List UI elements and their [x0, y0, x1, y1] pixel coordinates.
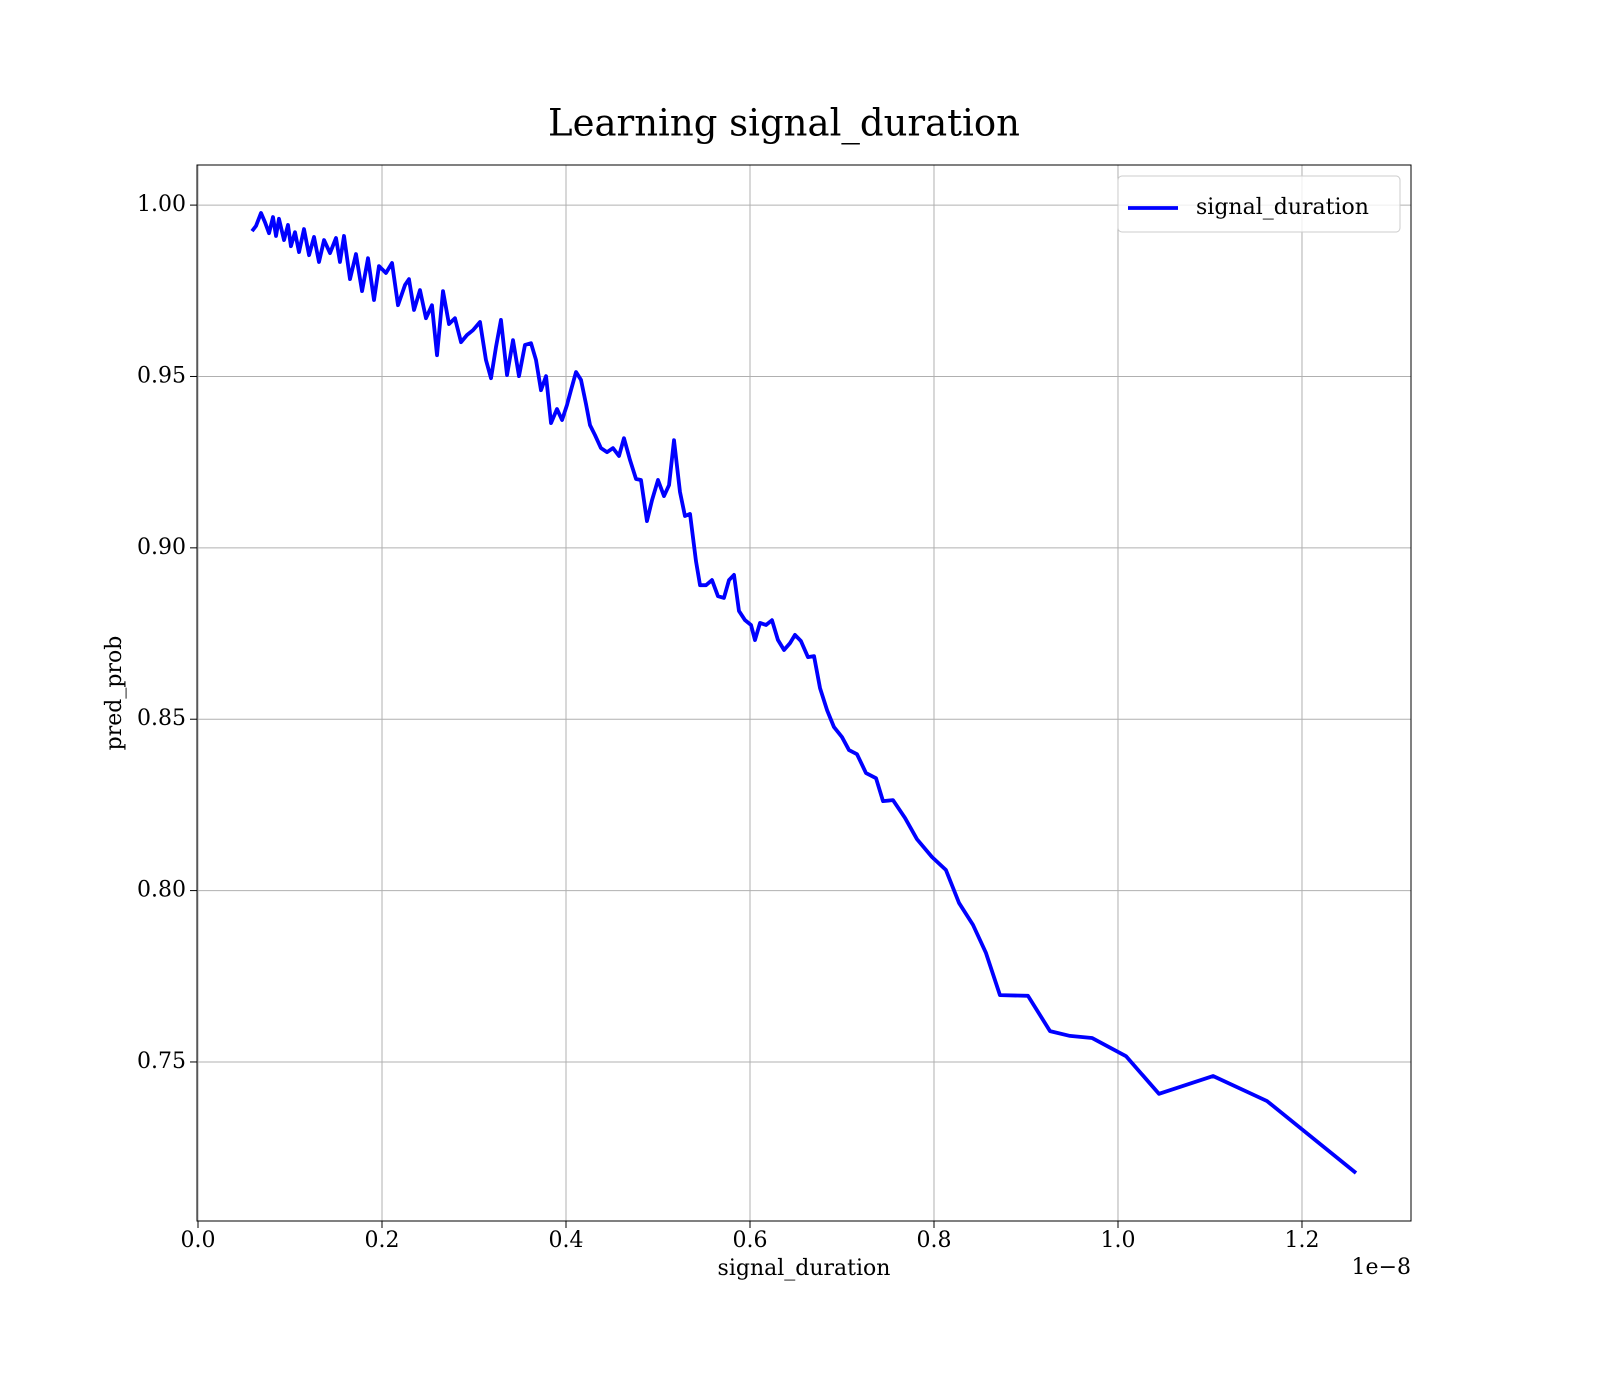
y-tick-label: 0.80: [137, 878, 186, 903]
x-tick-label: 1.0: [1100, 1228, 1135, 1253]
y-tick-label: 0.95: [137, 363, 186, 388]
x-tick-label: 0.8: [916, 1228, 951, 1253]
legend-box: [1117, 175, 1401, 233]
chart-title: Learning signal_duration: [548, 102, 1020, 146]
y-tick-label: 0.75: [137, 1049, 186, 1074]
x-offset-label: 1e−8: [1352, 1255, 1411, 1280]
y-tick-label: 0.85: [137, 706, 186, 731]
y-tick-label: 1.00: [137, 192, 186, 217]
x-tick-label: 0.2: [365, 1228, 400, 1253]
x-tick-label: 1.2: [1284, 1228, 1319, 1253]
x-tick-label: 0.6: [732, 1228, 767, 1253]
x-axis-label: signal_duration: [718, 1256, 891, 1281]
x-tick-label: 0.0: [181, 1228, 216, 1253]
data-line: [250, 211, 1358, 1175]
y-axis-label: pred_prob: [102, 636, 127, 751]
legend-label: signal_duration: [1196, 195, 1369, 220]
y-tick-label: 0.90: [137, 535, 186, 560]
axes-frame: [196, 164, 1412, 1222]
x-tick-label: 0.4: [549, 1228, 584, 1253]
